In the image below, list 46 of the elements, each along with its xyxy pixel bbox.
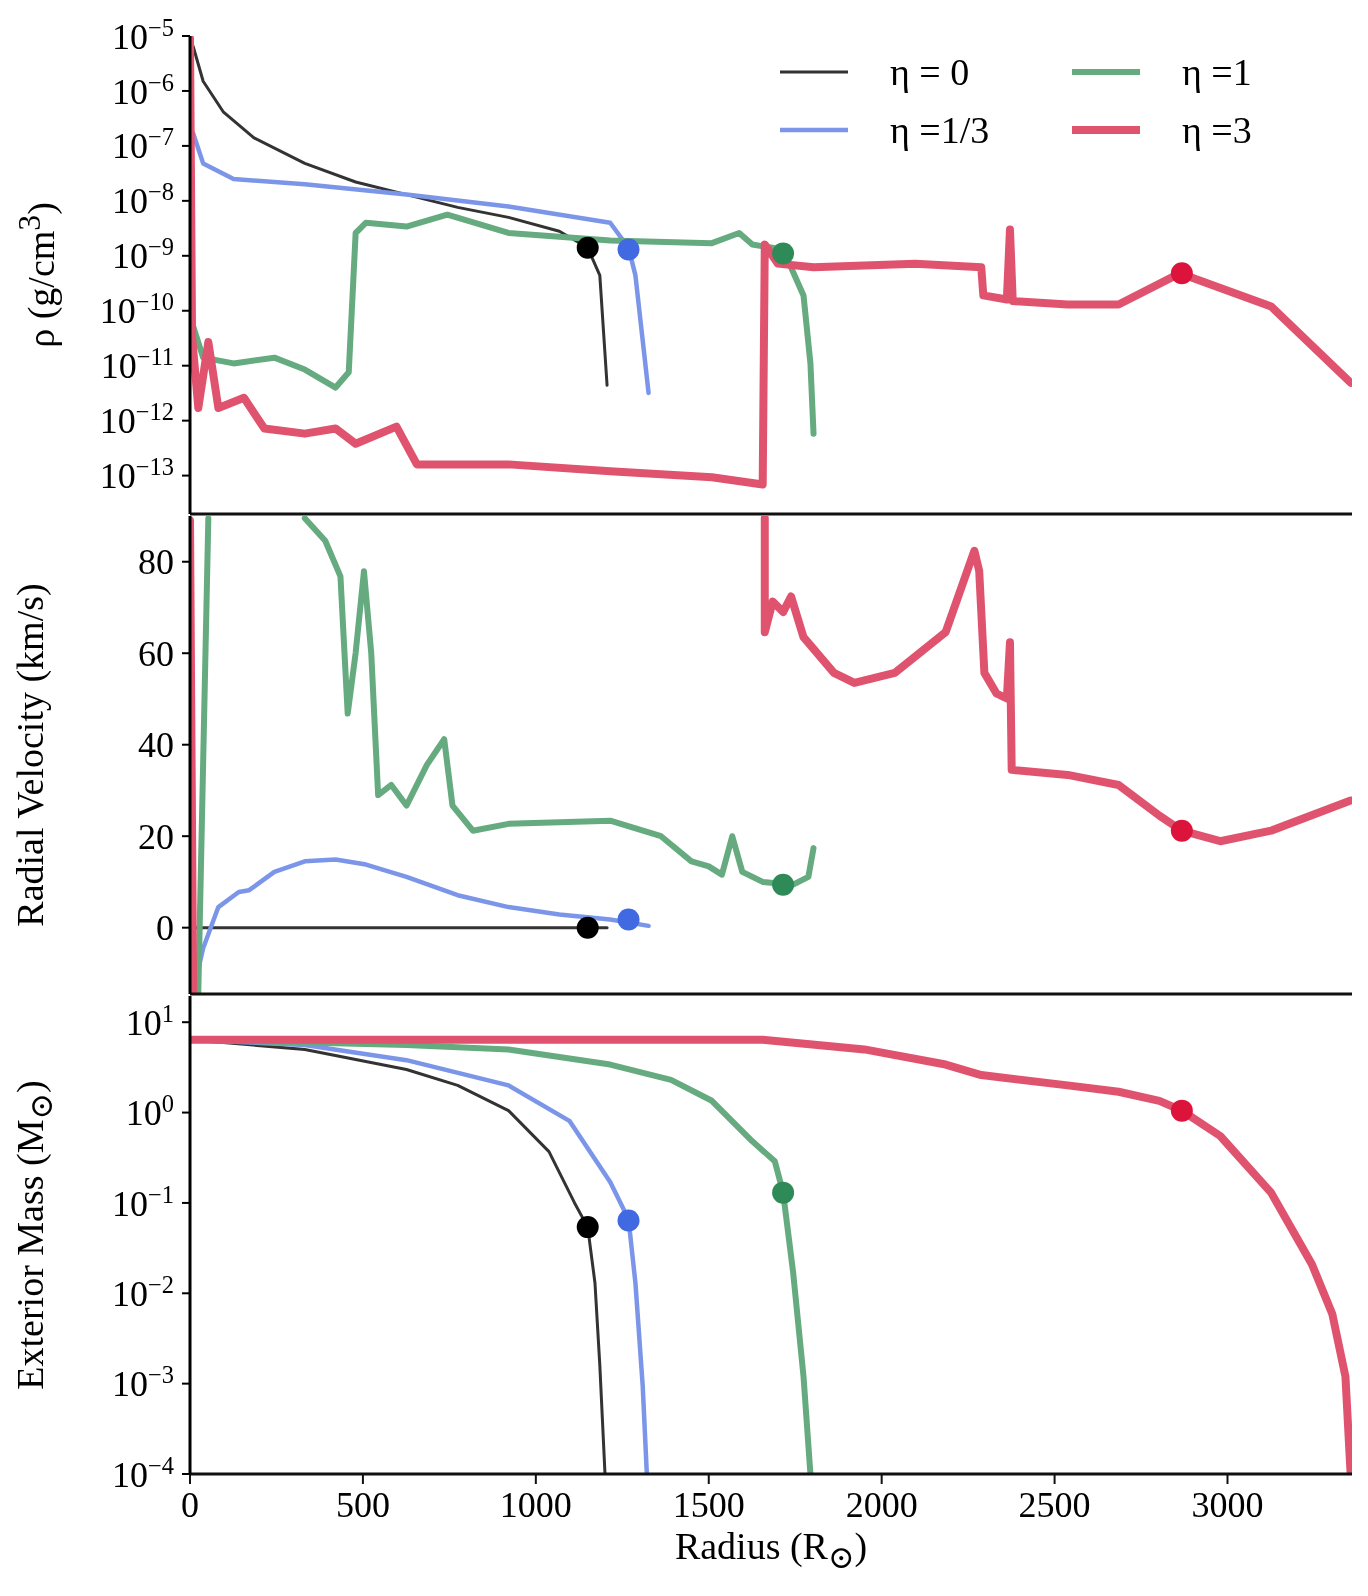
point — [772, 1181, 795, 1204]
point — [617, 908, 640, 931]
y-tick-label: 10$^{−9}$ — [111, 232, 174, 277]
y-tick-label: 0 — [156, 908, 174, 949]
point — [1170, 819, 1193, 842]
legend-label: η =1 — [1182, 50, 1253, 94]
line-series — [191, 44, 609, 387]
x-tick-label: 1500 — [672, 1484, 745, 1525]
y-tick-label: 80 — [138, 542, 174, 583]
x-tick-label: 500 — [335, 1484, 390, 1525]
x-tick-label: 2000 — [845, 1484, 918, 1525]
x-tick-label: 2500 — [1018, 1484, 1091, 1525]
legend-label: η =3 — [1182, 108, 1253, 152]
point — [772, 242, 795, 265]
y-tick-label: 10$^{−13}$ — [99, 452, 174, 497]
point — [576, 236, 599, 259]
point — [617, 1209, 640, 1232]
y-tick-label: 10$^{−5}$ — [111, 13, 174, 57]
y-tick-label: 10$^{−1}$ — [111, 1180, 174, 1224]
point — [1170, 262, 1193, 285]
x-tick-label: 3000 — [1191, 1484, 1264, 1525]
y-tick-label: 40 — [138, 725, 174, 766]
x-axis-title: Radius (R$_{⊙}$) — [673, 1524, 869, 1576]
y-tick-label: 10$^{−8}$ — [111, 177, 174, 222]
point — [1170, 1099, 1193, 1122]
y-tick-label: 20 — [138, 816, 174, 857]
point — [576, 916, 599, 939]
y-axis-title: Radial Velocity (km/s) — [8, 582, 52, 929]
y-tick-label: 10$^{−2}$ — [111, 1270, 174, 1314]
y-tick-label: 60 — [138, 633, 174, 674]
y-tick-label: 10$^{−7}$ — [111, 123, 174, 167]
y-tick-label: 10$^{−6}$ — [111, 68, 174, 112]
legend-label: η = 0 — [890, 50, 971, 94]
y-tick-label: 10$^{−10}$ — [99, 287, 174, 332]
y-tick-label: 10$^{−11}$ — [100, 342, 174, 387]
point — [772, 873, 795, 896]
y-tick-label: 10$^{1}$ — [125, 999, 174, 1043]
y-tick-label: 10$^{−4}$ — [111, 1451, 174, 1495]
legend-label: η =1/3 — [890, 108, 991, 152]
y-tick-label: 10$^{−3}$ — [111, 1360, 174, 1405]
y-tick-label: 10$^{−12}$ — [99, 397, 174, 442]
x-tick-label: 1000 — [499, 1484, 572, 1525]
y-tick-label: 10$^{0}$ — [125, 1089, 174, 1134]
point — [576, 1216, 599, 1239]
point — [617, 238, 640, 261]
x-tick-label: 0 — [181, 1484, 199, 1525]
